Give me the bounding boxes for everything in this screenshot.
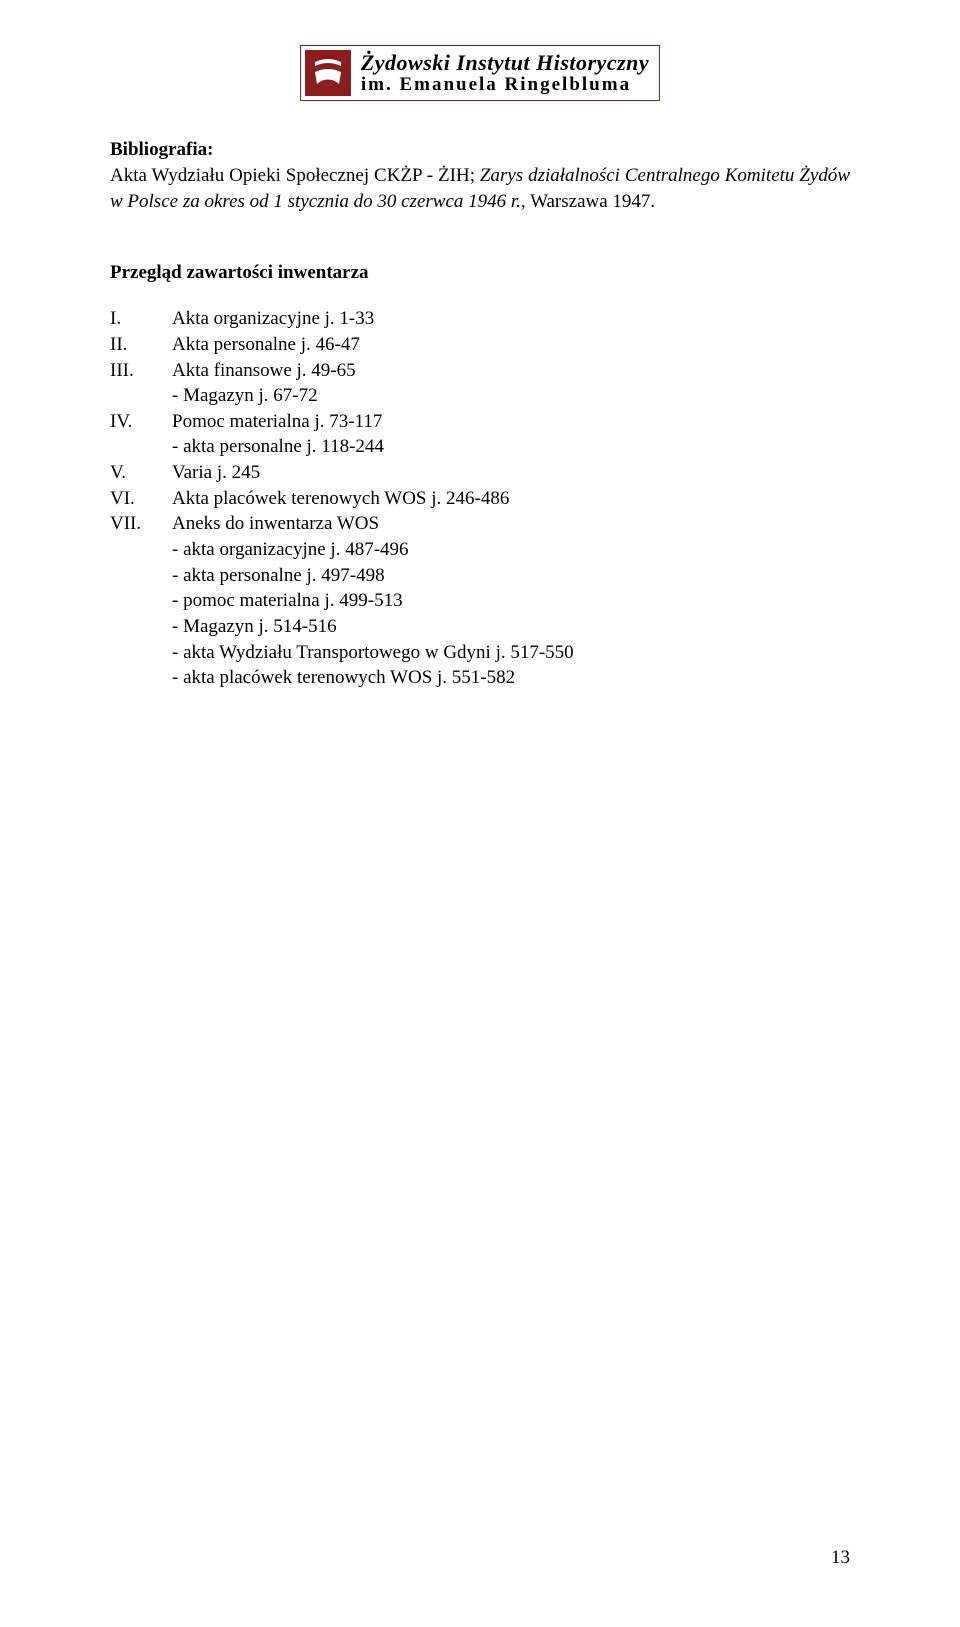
overview-item-number: II.	[110, 332, 172, 358]
overview-subitem: - Magazyn j. 514-516	[172, 614, 850, 640]
overview-subitem: - akta Wydziału Transportowego w Gdyni j…	[172, 640, 850, 666]
overview-list: I.Akta organizacyjne j. 1-33II.Akta pers…	[110, 306, 850, 691]
overview-subitem: - Magazyn j. 67-72	[172, 383, 850, 409]
overview-item: VI.Akta placówek terenowych WOS j. 246-4…	[110, 486, 850, 512]
overview-item-text: Aneks do inwentarza WOS	[172, 511, 850, 537]
biblio-tail: , Warszawa 1947.	[521, 191, 655, 212]
overview-subitem: - akta organizacyjne j. 487-496	[172, 537, 850, 563]
overview-item-text: Pomoc materialna j. 73-117	[172, 409, 850, 435]
overview-subitem: - akta personalne j. 497-498	[172, 563, 850, 589]
overview-subitem: - akta personalne j. 118-244	[172, 434, 850, 460]
overview-item-number: IV.	[110, 409, 172, 435]
bibliography-section: Bibliografia: Akta Wydziału Opieki Społe…	[110, 139, 850, 214]
overview-item: III.Akta finansowe j. 49-65	[110, 358, 850, 384]
logo-mark-icon	[305, 50, 351, 96]
bibliography-text: Akta Wydziału Opieki Społecznej CKŻP - Ż…	[110, 163, 850, 214]
logo-text: Żydowski Instytut Historyczny im. Emanue…	[361, 51, 649, 94]
overview-item: I.Akta organizacyjne j. 1-33	[110, 306, 850, 332]
overview-subitem: - akta placówek terenowych WOS j. 551-58…	[172, 665, 850, 691]
overview-item: II.Akta personalne j. 46-47	[110, 332, 850, 358]
overview-item-number: V.	[110, 460, 172, 486]
biblio-lead: Akta Wydziału Opieki Społecznej CKŻP - Ż…	[110, 165, 480, 186]
overview-item: V.Varia j. 245	[110, 460, 850, 486]
logo-line-2: im. Emanuela Ringelbluma	[361, 75, 649, 95]
bibliography-heading: Bibliografia:	[110, 139, 850, 161]
overview-heading: Przegląd zawartości inwentarza	[110, 262, 850, 284]
logo-line-1: Żydowski Instytut Historyczny	[361, 51, 649, 74]
overview-item-number: VII.	[110, 511, 172, 537]
overview-item-text: Varia j. 245	[172, 460, 850, 486]
overview-item-text: Akta placówek terenowych WOS j. 246-486	[172, 486, 850, 512]
overview-item-text: Akta organizacyjne j. 1-33	[172, 306, 850, 332]
overview-item-text: Akta personalne j. 46-47	[172, 332, 850, 358]
overview-subitem: - pomoc materialna j. 499-513	[172, 588, 850, 614]
overview-item-number: I.	[110, 306, 172, 332]
overview-item-number: III.	[110, 358, 172, 384]
logo-box: Żydowski Instytut Historyczny im. Emanue…	[300, 45, 660, 101]
overview-item-text: Akta finansowe j. 49-65	[172, 358, 850, 384]
overview-item: VII.Aneks do inwentarza WOS	[110, 511, 850, 537]
page-number: 13	[831, 1547, 850, 1569]
overview-item-number: VI.	[110, 486, 172, 512]
header-logo: Żydowski Instytut Historyczny im. Emanue…	[110, 45, 850, 101]
overview-item: IV.Pomoc materialna j. 73-117	[110, 409, 850, 435]
